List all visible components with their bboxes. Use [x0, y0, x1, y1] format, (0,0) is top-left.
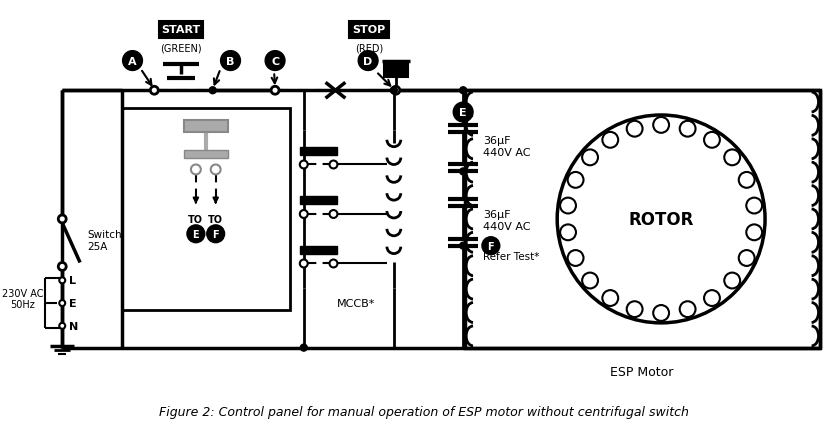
Circle shape [482, 237, 500, 255]
Circle shape [627, 121, 643, 137]
Text: Refer Test*: Refer Test* [483, 251, 539, 261]
Circle shape [58, 216, 66, 223]
Circle shape [746, 225, 762, 241]
Circle shape [724, 273, 740, 289]
Circle shape [207, 225, 224, 243]
Circle shape [358, 52, 378, 71]
Circle shape [627, 302, 643, 317]
Text: D: D [364, 56, 373, 66]
Text: ESP Motor: ESP Motor [610, 366, 673, 379]
Circle shape [557, 116, 765, 323]
Bar [384, 64, 407, 78]
Text: ROTOR: ROTOR [628, 210, 694, 228]
Text: (GREEN): (GREEN) [160, 43, 202, 54]
Bar [300, 246, 338, 254]
Bar [160, 22, 202, 39]
Circle shape [459, 169, 466, 176]
Circle shape [459, 243, 466, 250]
Text: Switch: Switch [87, 229, 122, 239]
Text: Figure 2: Control panel for manual operation of ESP motor without centrifugal sw: Figure 2: Control panel for manual opera… [159, 406, 689, 418]
Text: E: E [192, 229, 199, 239]
Circle shape [680, 302, 696, 317]
Text: F: F [487, 241, 494, 251]
Circle shape [265, 52, 285, 71]
Circle shape [680, 121, 696, 137]
Text: STOP: STOP [353, 25, 386, 35]
Circle shape [329, 210, 338, 219]
Text: 230V AC: 230V AC [2, 288, 44, 299]
Text: 36μF: 36μF [483, 135, 511, 145]
Bar [122, 109, 290, 310]
Circle shape [704, 291, 720, 306]
Text: 440V AC: 440V AC [483, 147, 530, 157]
Circle shape [191, 165, 201, 175]
Text: TO: TO [208, 214, 223, 225]
Circle shape [329, 260, 338, 268]
Circle shape [568, 173, 584, 188]
Circle shape [301, 344, 307, 351]
Text: B: B [226, 56, 234, 66]
Circle shape [654, 118, 669, 133]
Circle shape [391, 88, 397, 95]
Circle shape [271, 87, 279, 95]
Circle shape [300, 210, 307, 219]
Circle shape [746, 198, 762, 214]
Circle shape [300, 260, 307, 268]
Circle shape [724, 150, 740, 166]
Circle shape [58, 263, 66, 271]
Circle shape [392, 87, 400, 95]
Text: 440V AC: 440V AC [483, 222, 530, 231]
Bar [465, 91, 820, 348]
Text: (RED): (RED) [355, 43, 383, 54]
Text: F: F [213, 229, 219, 239]
Text: 50Hz: 50Hz [10, 299, 35, 309]
Circle shape [459, 88, 466, 95]
Circle shape [123, 52, 143, 71]
Text: START: START [161, 25, 201, 35]
Circle shape [654, 305, 669, 321]
Circle shape [454, 103, 473, 123]
Circle shape [209, 88, 216, 95]
Circle shape [560, 198, 576, 214]
Bar [300, 147, 338, 155]
Circle shape [60, 278, 66, 284]
Bar [184, 121, 228, 132]
Bar [349, 22, 389, 39]
Text: MCCB*: MCCB* [337, 298, 375, 308]
Text: L: L [69, 276, 76, 286]
Circle shape [560, 225, 576, 241]
Circle shape [211, 165, 221, 175]
Text: C: C [271, 56, 279, 66]
Circle shape [187, 225, 205, 243]
Circle shape [60, 323, 66, 329]
Circle shape [329, 161, 338, 169]
Circle shape [602, 291, 618, 306]
Text: E: E [459, 108, 467, 118]
Text: TO: TO [188, 214, 203, 225]
Text: E: E [69, 298, 76, 308]
Bar [184, 150, 228, 158]
Circle shape [568, 250, 584, 266]
Circle shape [582, 150, 598, 166]
Circle shape [60, 300, 66, 306]
Text: 25A: 25A [87, 241, 108, 251]
Circle shape [704, 132, 720, 148]
Circle shape [150, 87, 158, 95]
Bar [300, 197, 338, 204]
Circle shape [738, 250, 754, 266]
Circle shape [300, 161, 307, 169]
Circle shape [221, 52, 240, 71]
Text: N: N [69, 321, 78, 331]
Circle shape [582, 273, 598, 289]
Circle shape [602, 132, 618, 148]
Text: 36μF: 36μF [483, 210, 511, 219]
Text: A: A [129, 56, 137, 66]
Circle shape [738, 173, 754, 188]
